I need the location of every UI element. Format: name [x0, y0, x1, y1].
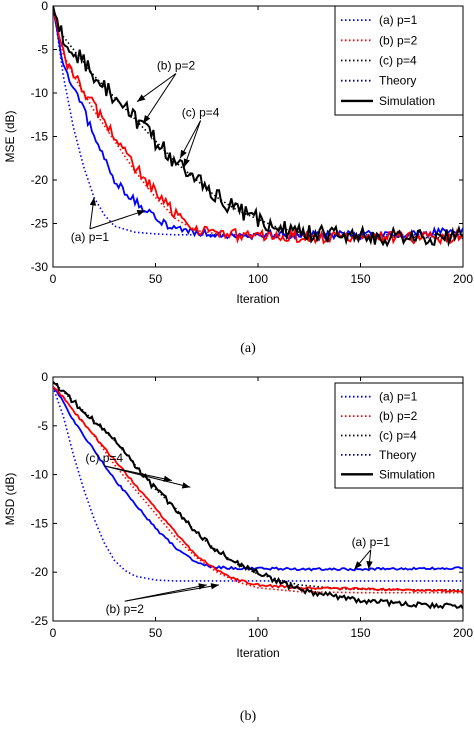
series-b-p-2-simulation	[53, 386, 463, 593]
x-tick-label: 150	[350, 626, 370, 640]
legend-entry: Theory	[379, 74, 416, 88]
y-tick-label: -10	[31, 86, 49, 100]
annotation-label: (a) p=1	[352, 535, 391, 549]
legend-entry: (a) p=1	[379, 13, 418, 27]
annotation-arrowhead	[181, 482, 191, 489]
annotation-label: (c) p=4	[182, 105, 220, 119]
x-axis-label: Iteration	[236, 292, 279, 306]
annotation-arrowhead	[210, 583, 220, 590]
y-axis-label: MSD (dB)	[3, 473, 17, 526]
annotation-arrow	[89, 209, 146, 230]
annotation-label: (a) p=1	[71, 230, 110, 244]
chart-msd: 0 50 100 150 200 0 -5 -10 -15 -20 -25 Iteration MSD …	[3, 370, 473, 724]
series-c-p-4-simulation	[53, 6, 463, 248]
legend-entry: (c) p=4	[379, 54, 417, 68]
annotation-arrowhead	[366, 560, 373, 570]
annotation-arrowhead	[136, 209, 146, 217]
y-tick-label: -10	[31, 468, 49, 482]
series-c-p-4-simulation	[53, 381, 463, 610]
annotation-label: (b) p=2	[106, 602, 145, 616]
x-tick-label: 50	[149, 626, 163, 640]
legend-entry: Simulation	[379, 467, 435, 481]
y-tick-label: -15	[31, 130, 49, 144]
annotation-arrow	[183, 120, 202, 168]
annotation-arrow	[142, 73, 177, 124]
y-axis-label: MSE (dB)	[3, 110, 17, 162]
legend-entry: (b) p=2	[379, 409, 418, 423]
series-b-p-2-theory	[53, 386, 463, 594]
legend: (a) p=1 (b) p=2 (c) p=4 Theory Simulation	[334, 5, 464, 116]
x-tick-label: 100	[248, 272, 268, 286]
annotation-arrowhead	[180, 149, 187, 159]
legend-box	[334, 5, 464, 116]
annotation-arrow	[136, 73, 177, 103]
x-tick-label: 0	[50, 626, 57, 640]
figure-caption: (a)	[240, 341, 256, 356]
annotation-arrowhead	[137, 94, 146, 102]
x-tick-label: 100	[248, 626, 268, 640]
legend-entry: (b) p=2	[379, 33, 418, 47]
annotation-arrowhead	[163, 475, 172, 482]
legend-entry: (c) p=4	[379, 429, 417, 443]
x-tick-label: 150	[350, 272, 370, 286]
y-tick-label: -15	[31, 516, 49, 530]
y-tick-label: -20	[31, 173, 49, 187]
y-tick-label: -30	[31, 260, 49, 274]
chart-mse: 0 50 100 150 200 0 -5 -10 -15 -20 -25 -30 Iteration M…	[3, 0, 473, 356]
y-tick-label: 0	[41, 370, 48, 384]
y-tick-label: -20	[31, 565, 49, 579]
annotation-arrow	[104, 465, 191, 488]
series-a-p-1-simulation	[53, 386, 463, 572]
y-tick-label: -25	[31, 217, 49, 231]
x-tick-label: 0	[50, 272, 57, 286]
annotation-arrow	[124, 584, 220, 602]
annotation-label: (c) p=4	[85, 451, 123, 465]
y-tick-label: -25	[31, 614, 49, 628]
x-tick-label: 200	[453, 272, 473, 286]
legend-entry: Theory	[379, 448, 416, 462]
legend-entry: Simulation	[379, 94, 435, 108]
series-b-p-2-simulation	[53, 6, 463, 246]
y-tick-label: -5	[37, 43, 48, 57]
annotation-label: (b) p=2	[157, 59, 196, 73]
legend: (a) p=1 (b) p=2 (c) p=4 Theory Simulation	[334, 382, 464, 489]
x-axis-label: Iteration	[236, 646, 279, 660]
annotation-arrowhead	[143, 115, 151, 124]
annotation-arrowhead	[89, 197, 97, 206]
y-tick-label: 0	[41, 0, 48, 13]
annotation-arrowhead	[183, 158, 190, 167]
x-tick-label: 50	[149, 272, 163, 286]
x-tick-label: 200	[453, 626, 473, 640]
annotation-arrowhead	[354, 561, 362, 570]
legend-entry: (a) p=1	[379, 390, 418, 404]
series-c-p-4-theory	[53, 6, 463, 240]
y-tick-label: -5	[37, 419, 48, 433]
legend-box	[334, 382, 464, 489]
figure-caption: (b)	[240, 709, 257, 724]
